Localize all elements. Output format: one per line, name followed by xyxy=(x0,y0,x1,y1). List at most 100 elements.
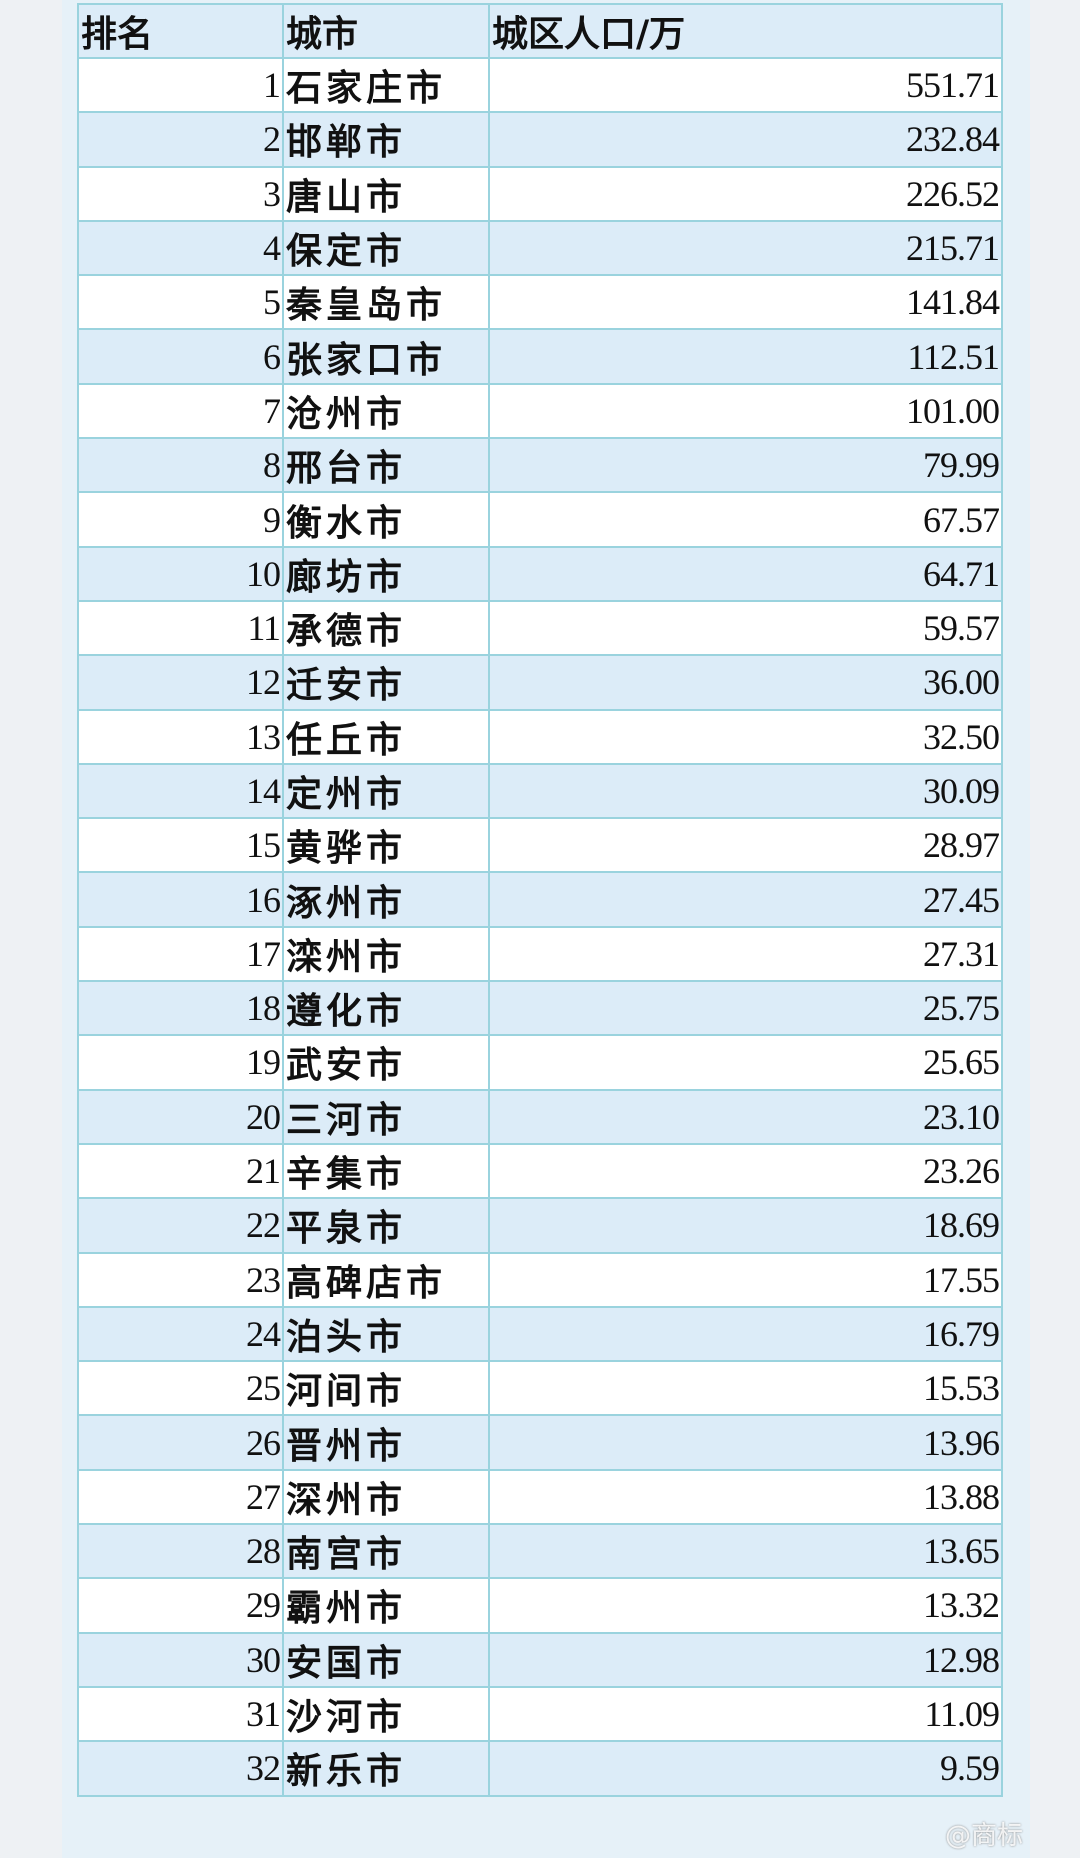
rank-cell: 22 xyxy=(77,1197,284,1254)
city-cell: 任丘市 xyxy=(282,708,490,765)
population-cell: 13.96 xyxy=(488,1414,1003,1471)
population-cell: 28.97 xyxy=(488,817,1003,874)
rank-cell: 2 xyxy=(77,111,284,168)
rank-cell: 4 xyxy=(77,219,284,277)
city-cell: 南宫市 xyxy=(282,1523,490,1580)
rank-cell: 23 xyxy=(77,1251,284,1308)
rank-cell: 19 xyxy=(77,1034,284,1091)
rank-cell: 15 xyxy=(77,817,284,874)
table-row: 9 衡水市 67.57 xyxy=(77,491,1003,548)
city-cell: 晋州市 xyxy=(282,1414,490,1471)
city-cell: 迁安市 xyxy=(282,654,490,711)
rank-cell: 26 xyxy=(77,1414,284,1471)
table-row: 23 高碑店市 17.55 xyxy=(77,1251,1003,1308)
table-row: 5 秦皇岛市 141.84 xyxy=(77,274,1003,331)
population-cell: 18.69 xyxy=(488,1197,1003,1254)
population-cell: 551.71 xyxy=(488,56,1003,114)
city-cell: 张家口市 xyxy=(282,328,490,385)
population-cell: 25.65 xyxy=(488,1034,1003,1091)
rank-cell: 14 xyxy=(77,762,284,820)
city-cell: 廊坊市 xyxy=(282,545,490,602)
city-cell: 辛集市 xyxy=(282,1142,490,1200)
city-population-table: 排名 城市 城区人口/万 1 石家庄市 551.71 2 邯郸市 232.84 3 唐山市 22… xyxy=(77,3,1003,1797)
table-row: 29 霸州市 13.32 xyxy=(77,1577,1003,1634)
population-cell: 79.99 xyxy=(488,437,1003,494)
table-row: 8 邢台市 79.99 xyxy=(77,437,1003,494)
rank-cell: 12 xyxy=(77,654,284,711)
table-row: 26 晋州市 13.96 xyxy=(77,1414,1003,1471)
city-cell: 安国市 xyxy=(282,1631,490,1688)
population-cell: 112.51 xyxy=(488,328,1003,385)
rank-cell: 10 xyxy=(77,545,284,602)
rank-cell: 30 xyxy=(77,1631,284,1688)
population-cell: 27.45 xyxy=(488,871,1003,928)
population-cell: 13.32 xyxy=(488,1577,1003,1634)
table-row: 13 任丘市 32.50 xyxy=(77,708,1003,765)
population-cell: 215.71 xyxy=(488,219,1003,277)
table-row: 22 平泉市 18.69 xyxy=(77,1197,1003,1254)
table-row: 7 沧州市 101.00 xyxy=(77,382,1003,440)
city-cell: 三河市 xyxy=(282,1088,490,1145)
population-cell: 11.09 xyxy=(488,1685,1003,1743)
city-cell: 保定市 xyxy=(282,219,490,277)
city-cell: 深州市 xyxy=(282,1468,490,1526)
table-row: 14 定州市 30.09 xyxy=(77,762,1003,820)
population-cell: 17.55 xyxy=(488,1251,1003,1308)
header-population: 城区人口/万 xyxy=(488,3,1003,59)
rank-cell: 11 xyxy=(77,599,284,657)
population-cell: 36.00 xyxy=(488,654,1003,711)
table-row: 31 沙河市 11.09 xyxy=(77,1685,1003,1743)
rank-cell: 24 xyxy=(77,1305,284,1363)
table-row: 11 承德市 59.57 xyxy=(77,599,1003,657)
population-cell: 101.00 xyxy=(488,382,1003,440)
city-cell: 武安市 xyxy=(282,1034,490,1091)
rank-cell: 8 xyxy=(77,437,284,494)
city-cell: 邢台市 xyxy=(282,437,490,494)
population-cell: 59.57 xyxy=(488,599,1003,657)
table-row: 17 滦州市 27.31 xyxy=(77,925,1003,983)
city-cell: 滦州市 xyxy=(282,925,490,983)
city-cell: 新乐市 xyxy=(282,1740,490,1797)
table-row: 19 武安市 25.65 xyxy=(77,1034,1003,1091)
population-cell: 27.31 xyxy=(488,925,1003,983)
table-row: 1 石家庄市 551.71 xyxy=(77,56,1003,114)
table-row: 3 唐山市 226.52 xyxy=(77,165,1003,222)
rank-cell: 29 xyxy=(77,1577,284,1634)
city-cell: 秦皇岛市 xyxy=(282,274,490,331)
rank-cell: 27 xyxy=(77,1468,284,1526)
table-row: 15 黄骅市 28.97 xyxy=(77,817,1003,874)
rank-cell: 28 xyxy=(77,1523,284,1580)
header-rank: 排名 xyxy=(77,3,284,59)
population-cell: 67.57 xyxy=(488,491,1003,548)
table-row: 30 安国市 12.98 xyxy=(77,1631,1003,1688)
rank-cell: 18 xyxy=(77,980,284,1037)
table-row: 24 泊头市 16.79 xyxy=(77,1305,1003,1363)
table-row: 27 深州市 13.88 xyxy=(77,1468,1003,1526)
population-cell: 9.59 xyxy=(488,1740,1003,1797)
rank-cell: 32 xyxy=(77,1740,284,1797)
city-cell: 高碑店市 xyxy=(282,1251,490,1308)
city-cell: 河间市 xyxy=(282,1360,490,1417)
population-cell: 32.50 xyxy=(488,708,1003,765)
table-row: 12 迁安市 36.00 xyxy=(77,654,1003,711)
rank-cell: 5 xyxy=(77,274,284,331)
population-cell: 226.52 xyxy=(488,165,1003,222)
population-cell: 25.75 xyxy=(488,980,1003,1037)
population-cell: 23.26 xyxy=(488,1142,1003,1200)
city-cell: 邯郸市 xyxy=(282,111,490,168)
table-row: 18 遵化市 25.75 xyxy=(77,980,1003,1037)
city-cell: 泊头市 xyxy=(282,1305,490,1363)
city-cell: 衡水市 xyxy=(282,491,490,548)
table-row: 32 新乐市 9.59 xyxy=(77,1740,1003,1797)
table-row: 4 保定市 215.71 xyxy=(77,219,1003,277)
city-cell: 定州市 xyxy=(282,762,490,820)
rank-cell: 21 xyxy=(77,1142,284,1200)
rank-cell: 7 xyxy=(77,382,284,440)
table-row: 28 南宫市 13.65 xyxy=(77,1523,1003,1580)
table-row: 20 三河市 23.10 xyxy=(77,1088,1003,1145)
rank-cell: 25 xyxy=(77,1360,284,1417)
population-cell: 12.98 xyxy=(488,1631,1003,1688)
rank-cell: 6 xyxy=(77,328,284,385)
watermark: @商标 xyxy=(945,1821,1024,1851)
city-cell: 遵化市 xyxy=(282,980,490,1037)
